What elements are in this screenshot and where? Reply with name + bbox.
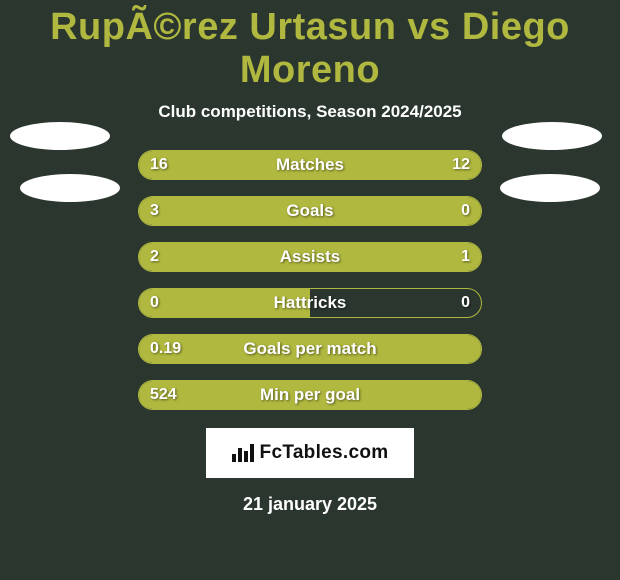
stat-row: Goals30 bbox=[0, 196, 620, 226]
stat-row: Goals per match0.19 bbox=[0, 334, 620, 364]
infographic-root: RupÃ©rez Urtasun vs Diego Moreno Club co… bbox=[0, 0, 620, 580]
stat-bar-left bbox=[139, 197, 396, 225]
stat-bar-left bbox=[139, 381, 481, 409]
brand-badge: FcTables.com bbox=[206, 428, 415, 478]
stat-bar-track bbox=[138, 242, 482, 272]
player-right-photo-placeholder bbox=[502, 122, 602, 150]
stat-bar-left bbox=[139, 335, 481, 363]
stat-bar-right bbox=[368, 243, 481, 271]
player-left-photo-placeholder bbox=[10, 122, 110, 150]
date-text: 21 january 2025 bbox=[0, 494, 620, 515]
stat-row: Hattricks00 bbox=[0, 288, 620, 318]
stat-bar-left bbox=[139, 289, 310, 317]
stat-bar-track bbox=[138, 380, 482, 410]
stat-bar-right bbox=[396, 197, 482, 225]
subtitle: Club competitions, Season 2024/2025 bbox=[0, 102, 620, 122]
page-title: RupÃ©rez Urtasun vs Diego Moreno bbox=[0, 0, 620, 92]
stat-bar-right bbox=[334, 151, 481, 179]
stat-bar-left bbox=[139, 243, 368, 271]
stat-bar-track bbox=[138, 150, 482, 180]
stat-bar-track bbox=[138, 288, 482, 318]
stat-bar-track bbox=[138, 196, 482, 226]
stat-row: Matches1612 bbox=[0, 150, 620, 180]
brand-text: FcTables.com bbox=[260, 442, 389, 463]
bars-icon bbox=[232, 442, 254, 462]
stat-bar-track bbox=[138, 334, 482, 364]
stat-row: Min per goal524 bbox=[0, 380, 620, 410]
stat-row: Assists21 bbox=[0, 242, 620, 272]
stat-bar-left bbox=[139, 151, 334, 179]
